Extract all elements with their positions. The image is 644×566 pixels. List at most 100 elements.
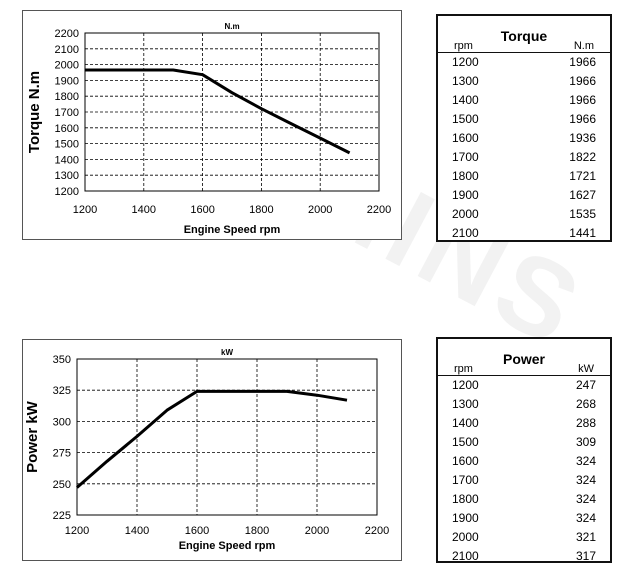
power-table-rpm-cell: 1900 — [452, 511, 479, 525]
x-tick-label: 2000 — [308, 204, 332, 216]
torque-table-value-cell: 1441 — [569, 226, 596, 240]
torque-table-row: 1700 1822 — [438, 148, 610, 167]
torque-table-unit-header: N.m — [573, 40, 594, 52]
y-tick-label: 225 — [53, 510, 71, 522]
power-table-body: 1200 247 1300 268 1400 288 1500 309 1600 324 1700 3… — [438, 376, 610, 566]
y-tick-label: 2200 — [55, 28, 79, 40]
power-table-row: 1300 268 — [438, 395, 610, 414]
torque-table-value-cell: 1966 — [569, 74, 596, 88]
power-table-rpm-cell: 1800 — [452, 492, 479, 506]
torque-table-value-cell: 1966 — [569, 93, 596, 107]
torque-table-value-cell: 1936 — [569, 131, 596, 145]
power-table-value-cell: 324 — [575, 454, 596, 468]
y-tick-label: 350 — [53, 354, 71, 366]
y-tick-label: 2100 — [55, 44, 79, 56]
power-table-unit-header: kW — [578, 363, 594, 375]
power-table-value-cell: 324 — [575, 511, 596, 525]
power-table-row: 2100 317 — [438, 547, 610, 566]
torque-table-row: 1300 1966 — [438, 72, 610, 91]
torque-chart: 1200 1300 1400 1500 1600 1700 1800 1900 2000 2100… — [26, 22, 391, 236]
power-table-value-cell: 268 — [575, 397, 596, 411]
series-line — [85, 68, 351, 155]
y-axis-label: Torque N.m — [26, 71, 43, 153]
torque-table-rpm-cell: 1700 — [452, 150, 479, 164]
torque-table-body: 1200 1966 1300 1966 1400 1966 1500 1966 1600 1936… — [438, 53, 610, 243]
power-table-value-cell: 324 — [575, 492, 596, 506]
torque-table-header: rpm Torque N.m — [438, 16, 610, 53]
torque-chart-panel: 1200 1300 1400 1500 1600 1700 1800 1900 2000 2100… — [22, 10, 402, 240]
x-tick-label: 2200 — [365, 525, 389, 537]
power-table-header: rpm Power kW — [438, 339, 610, 376]
torque-table-row: 1800 1721 — [438, 167, 610, 186]
power-table-rpm-cell: 2100 — [452, 549, 479, 563]
y-tick-label: 1300 — [55, 170, 79, 182]
power-table-value-cell: 288 — [575, 416, 596, 430]
torque-table-row: 1200 1966 — [438, 53, 610, 72]
power-table-rpm-cell: 2000 — [452, 530, 479, 544]
x-tick-label: 1200 — [65, 525, 89, 537]
y-tick-label: 1200 — [55, 186, 79, 198]
torque-table-rpm-cell: 1900 — [452, 188, 479, 202]
x-tick-label: 1600 — [190, 204, 214, 216]
torque-table-row: 1900 1627 — [438, 186, 610, 205]
power-table: rpm Power kW 1200 247 1300 268 1400 288 1500 30… — [436, 337, 612, 563]
torque-table-value-cell: 1966 — [569, 55, 596, 69]
torque-table-row: 1400 1966 — [438, 91, 610, 110]
plot-area — [76, 358, 378, 516]
power-table-row: 1400 288 — [438, 414, 610, 433]
torque-table-value-cell: 1822 — [569, 150, 596, 164]
torque-table-rpm-header: rpm — [454, 40, 473, 52]
y-tick-label: 250 — [53, 479, 71, 491]
power-table-row: 1900 324 — [438, 509, 610, 528]
y-axis-label: Power kW — [24, 400, 41, 473]
torque-table-rpm-cell: 2000 — [452, 207, 479, 221]
power-table-rpm-cell: 1600 — [452, 454, 479, 468]
torque-table-rpm-cell: 1600 — [452, 131, 479, 145]
torque-table-row: 1500 1966 — [438, 110, 610, 129]
power-table-value-cell: 309 — [575, 435, 596, 449]
x-tick-label: 1800 — [245, 525, 269, 537]
power-table-row: 2000 321 — [438, 528, 610, 547]
torque-table-rpm-cell: 1500 — [452, 112, 479, 126]
series-line — [76, 389, 348, 489]
y-tick-label: 1700 — [55, 107, 79, 119]
y-tick-label: 1600 — [55, 123, 79, 135]
power-table-rpm-cell: 1700 — [452, 473, 479, 487]
power-table-value-cell: 317 — [575, 549, 596, 563]
power-table-row: 1500 309 — [438, 433, 610, 452]
x-tick-label: 1800 — [249, 204, 273, 216]
y-tick-label: 275 — [53, 448, 71, 460]
torque-table-row: 2100 1441 — [438, 224, 610, 243]
x-tick-label: 1400 — [132, 204, 156, 216]
y-tick-label: 1400 — [55, 154, 79, 166]
power-table-row: 1600 324 — [438, 452, 610, 471]
power-table-title: Power — [502, 351, 545, 367]
torque-table-rpm-cell: 1300 — [452, 74, 479, 88]
torque-table: rpm Torque N.m 1200 1966 1300 1966 1400 1966 1… — [436, 14, 612, 242]
x-tick-label: 1400 — [125, 525, 149, 537]
power-table-rpm-cell: 1200 — [452, 378, 479, 392]
torque-table-row: 1600 1936 — [438, 129, 610, 148]
x-tick-label: 2200 — [367, 204, 391, 216]
torque-table-value-cell: 1627 — [569, 188, 596, 202]
power-table-rpm-cell: 1500 — [452, 435, 479, 449]
chart-title: N.m — [224, 22, 239, 31]
power-table-rpm-cell: 1400 — [452, 416, 479, 430]
power-table-value-cell: 324 — [575, 473, 596, 487]
power-table-value-cell: 321 — [575, 530, 596, 544]
power-chart-panel: 225 250 275 300 325 350 1200 1400 1600 1800 2000 22… — [22, 339, 402, 561]
power-table-value-cell: 247 — [575, 378, 596, 392]
power-table-row: 1200 247 — [438, 376, 610, 395]
power-table-rpm-cell: 1300 — [452, 397, 479, 411]
x-tick-label: 2000 — [305, 525, 329, 537]
torque-table-rpm-cell: 2100 — [452, 226, 479, 240]
y-tick-label: 300 — [53, 416, 71, 428]
torque-table-row: 2000 1535 — [438, 205, 610, 224]
y-tick-label: 2000 — [55, 60, 79, 72]
y-tick-label: 1500 — [55, 139, 79, 151]
torque-table-rpm-cell: 1200 — [452, 55, 479, 69]
torque-table-value-cell: 1966 — [569, 112, 596, 126]
y-tick-label: 325 — [53, 385, 71, 397]
x-tick-label: 1200 — [73, 204, 97, 216]
torque-table-value-cell: 1721 — [569, 169, 596, 183]
